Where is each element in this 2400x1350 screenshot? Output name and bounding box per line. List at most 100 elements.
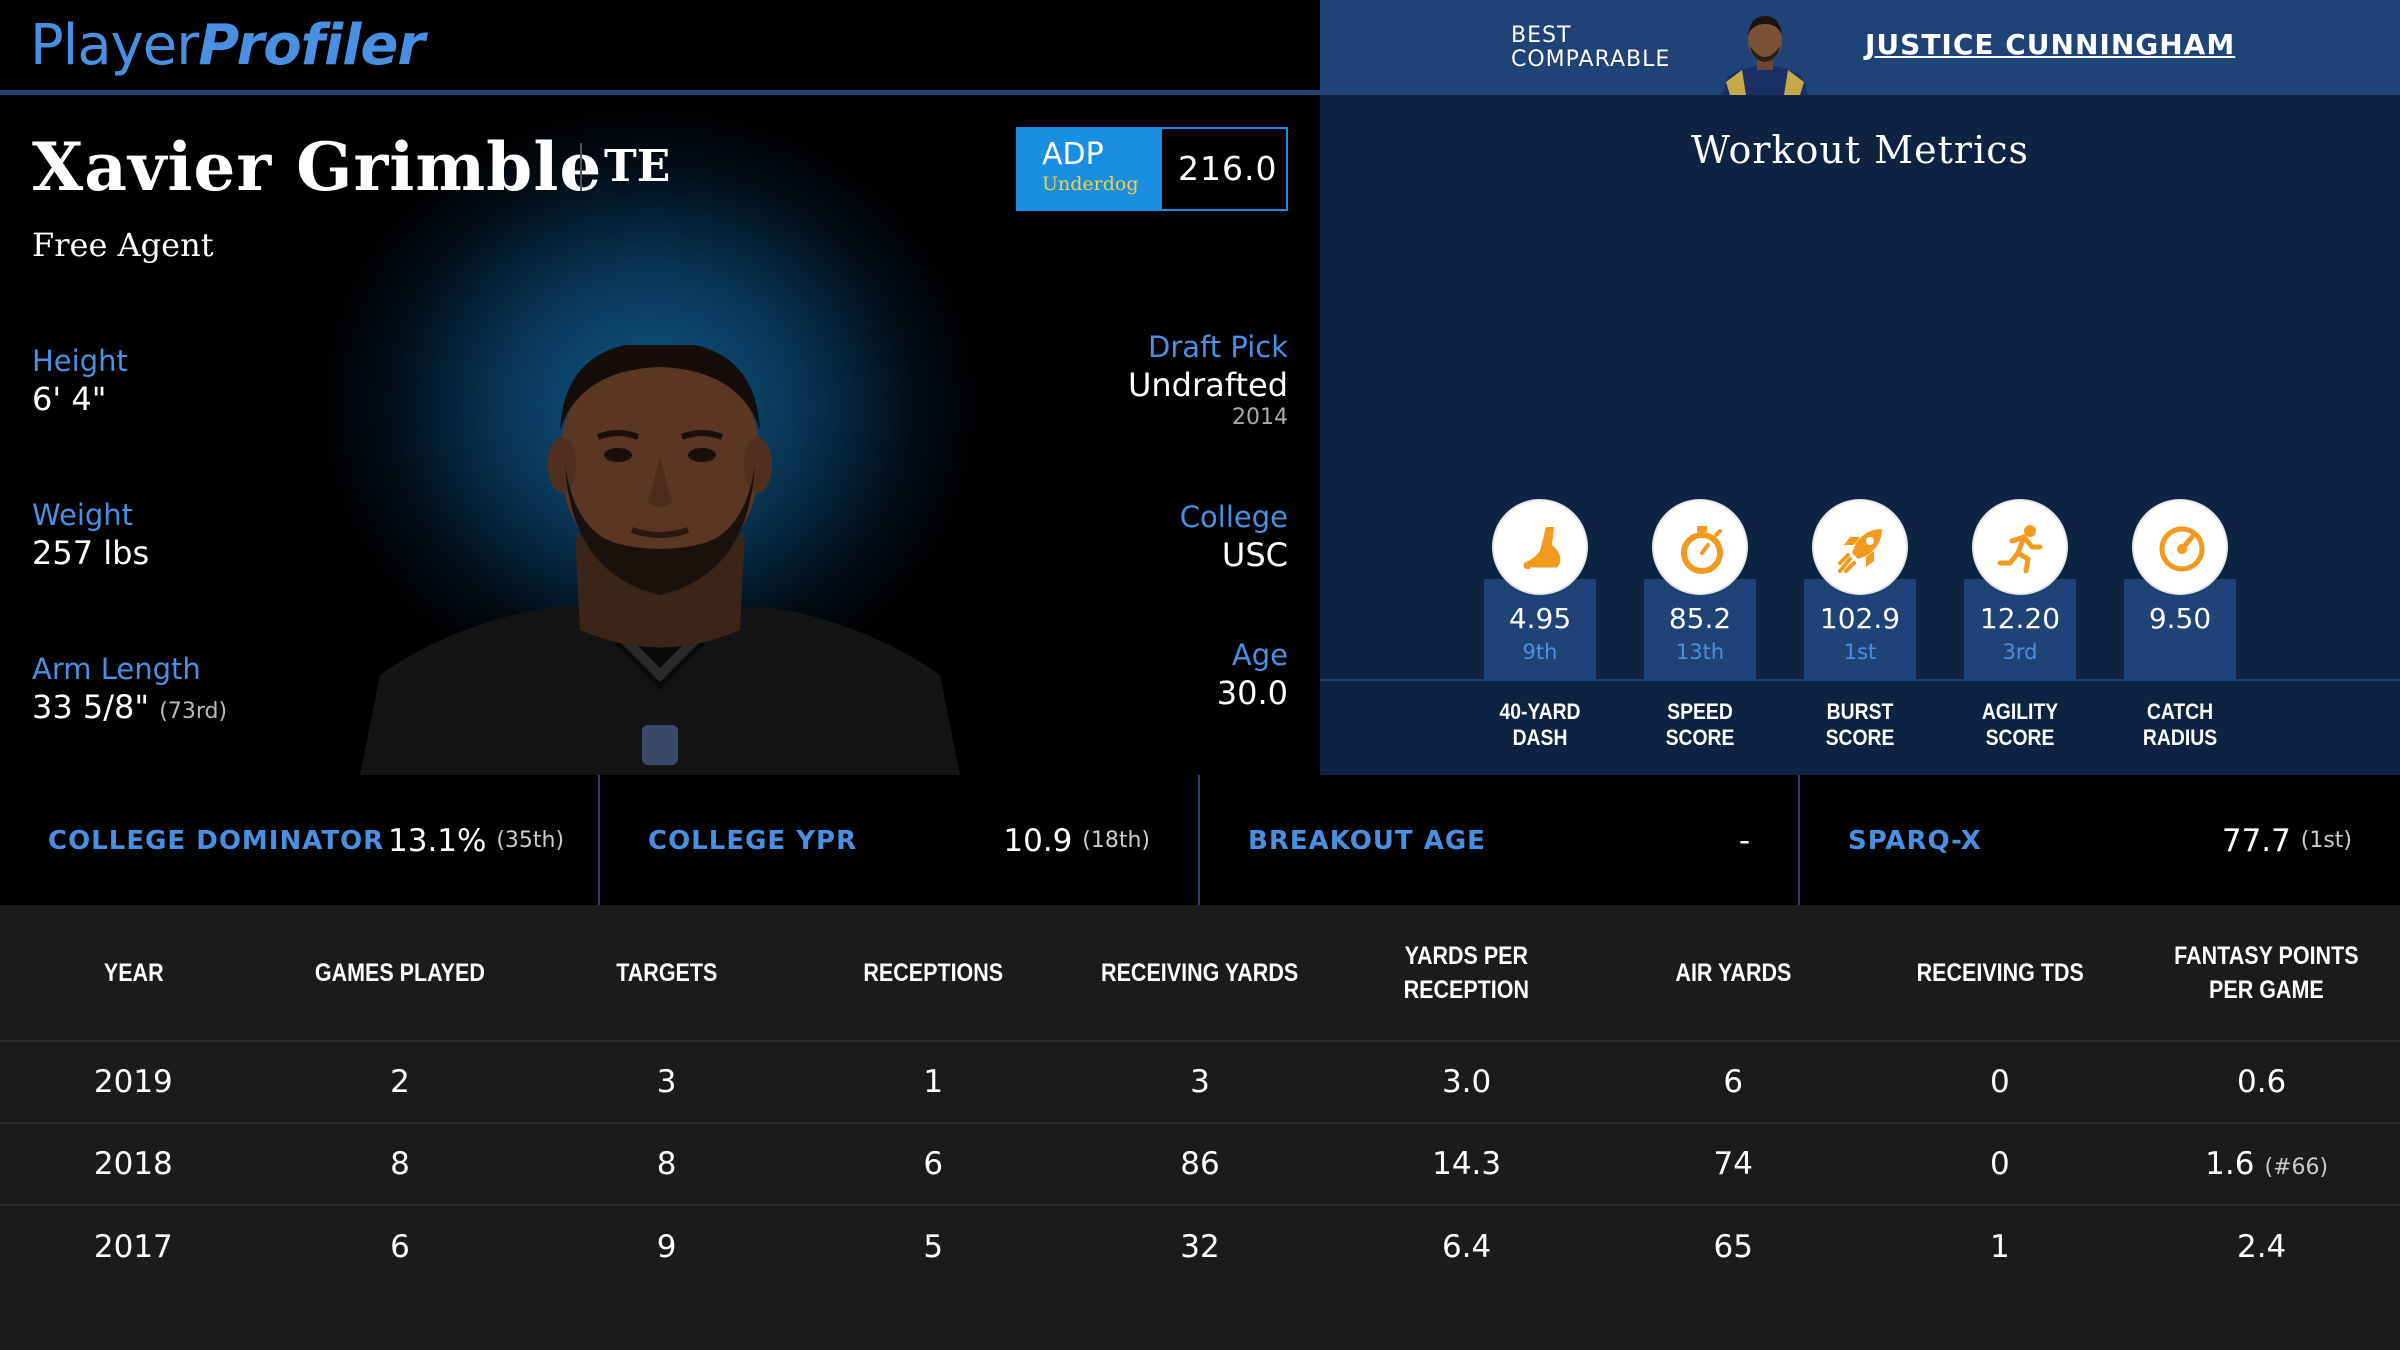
player-profiler-logo[interactable]: PlayerProfiler <box>30 13 425 78</box>
cell-year: 2019 <box>0 1040 267 1123</box>
height-label: Height <box>32 344 128 378</box>
college-dominator-stat[interactable]: COLLEGE DOMINATOR 13.1% (35th) <box>0 775 600 905</box>
metric-value: 9.50 <box>2148 602 2212 635</box>
header-games-played[interactable]: GAMES PLAYED <box>266 905 534 1042</box>
player-card: Xavier Grimble TE Free Agent ADP Underdo… <box>0 95 1320 775</box>
cell-air-yards: 65 <box>1599 1204 1867 1287</box>
draft-pick-value: Undrafted <box>1127 366 1288 404</box>
college-ypr-value: 10.9 <box>1003 823 1073 859</box>
metric-label-line1: BURST <box>1826 699 1894 724</box>
workout-baseline <box>1320 679 2400 681</box>
table-row: 2017 6 9 5 32 6.4 65 1 2.4 <box>0 1204 2400 1287</box>
weight-stat: Weight 257 lbs <box>32 497 149 573</box>
metric-label-line2: SCORE <box>1985 725 2055 750</box>
metric-rank: 9th <box>1522 640 1558 664</box>
metric-icon-circle <box>2132 499 2228 595</box>
college-dominator-value-wrap: 13.1% (35th) <box>388 823 564 859</box>
breakout-age-value: - <box>1738 823 1750 859</box>
arm-length-rank: (73rd) <box>159 699 228 724</box>
metric-label-line2: SCORE <box>1665 725 1735 750</box>
metric-label-line2: DASH <box>1512 725 1568 750</box>
player-position: TE <box>604 141 671 192</box>
cell-year: 2017 <box>0 1204 267 1287</box>
college-stat: College USC <box>1180 499 1288 575</box>
metric-icon-circle <box>1812 499 1908 595</box>
cell-receiving-tds: 0 <box>1866 1040 2134 1123</box>
arm-length-stat: Arm Length 33 5/8" (73rd) <box>32 651 227 732</box>
cell-air-yards: 74 <box>1599 1122 1867 1205</box>
metric-value: 102.9 <box>1819 602 1901 635</box>
cell-receiving-tds: 1 <box>1866 1204 2134 1287</box>
logo-part-1: Player <box>30 13 199 78</box>
cell-yards-per-reception: 6.4 <box>1333 1204 1600 1287</box>
best-comparable-bar: BEST COMPARABLE JUSTICE CUNNINGHAM <box>1320 0 2400 95</box>
header-yards-per-reception[interactable]: YARDS PER RECEPTION <box>1333 905 1600 1042</box>
metric-label-line2: RADIUS <box>2142 725 2218 750</box>
table-row: 2018 8 8 6 86 14.3 74 0 1.6 (#66) <box>0 1122 2400 1205</box>
metric-label: BURST SCORE <box>1784 699 1935 751</box>
breakout-age-stat[interactable]: BREAKOUT AGE - <box>1200 775 1800 905</box>
height-value: 6' 4" <box>32 380 107 418</box>
comparable-player-photo[interactable] <box>1722 10 1808 95</box>
cell-fantasy-points: 1.6 (#66) <box>2133 1122 2400 1205</box>
header-year[interactable]: YEAR <box>0 905 267 1042</box>
cell-receiving-yards: 86 <box>1066 1122 1334 1205</box>
cell-yards-per-reception: 14.3 <box>1333 1122 1600 1205</box>
header-receiving-tds[interactable]: RECEIVING TDS <box>1866 905 2134 1042</box>
metric-label: 40-YARD DASH <box>1464 699 1615 751</box>
college-value[interactable]: USC <box>1221 536 1288 574</box>
best-comparable-link[interactable]: JUSTICE CUNNINGHAM <box>1865 28 2236 61</box>
cell-air-yards: 6 <box>1599 1040 1867 1123</box>
sparq-x-value-wrap: 77.7 (1st) <box>2222 823 2352 859</box>
adp-badge[interactable]: ADP Underdog 216.0 <box>1016 127 1288 211</box>
advanced-stats-row: COLLEGE DOMINATOR 13.1% (35th) COLLEGE Y… <box>0 775 2400 905</box>
cell-receptions: 5 <box>799 1204 1067 1287</box>
stats-table: YEAR GAMES PLAYED TARGETS RECEPTIONS REC… <box>0 905 2400 1287</box>
best-comparable-label-line1: BEST <box>1511 23 1572 48</box>
best-comparable-label-line2: COMPARABLE <box>1511 47 1671 72</box>
best-comparable-label: BEST COMPARABLE <box>1511 24 1670 72</box>
college-dominator-value: 13.1% <box>388 823 487 859</box>
cell-receiving-yards: 32 <box>1066 1204 1334 1287</box>
metric-label: AGILITY SCORE <box>1944 699 2095 751</box>
college-dominator-rank: (35th) <box>496 828 565 853</box>
header-air-yards[interactable]: AIR YARDS <box>1599 905 1867 1042</box>
target-icon <box>2159 526 2205 572</box>
name-position-divider <box>580 143 582 191</box>
sparq-x-value: 77.7 <box>2221 823 2291 859</box>
metric-value: 85.2 <box>1668 602 1732 635</box>
cell-receptions: 6 <box>799 1122 1067 1205</box>
draft-year: 2014 <box>1232 405 1288 430</box>
cell-games-played: 6 <box>266 1204 534 1287</box>
age-label: Age <box>1231 638 1288 672</box>
metric-label-line1: 40-YARD <box>1499 699 1581 724</box>
metric-label-line1: CATCH <box>2146 699 2214 724</box>
cell-receiving-yards: 3 <box>1066 1040 1334 1123</box>
player-name: Xavier Grimble <box>32 128 603 206</box>
cell-receptions: 1 <box>799 1040 1067 1123</box>
header-receptions[interactable]: RECEPTIONS <box>799 905 1067 1042</box>
cell-games-played: 8 <box>266 1122 534 1205</box>
header-fantasy-points-per-game[interactable]: FANTASY POINTS PER GAME <box>2133 905 2400 1042</box>
metric-bar <box>1644 579 1756 679</box>
rocket-icon <box>1838 529 1882 573</box>
college-ypr-rank: (18th) <box>1082 828 1150 853</box>
sparq-x-rank: (1st) <box>2300 828 2352 853</box>
draft-pick-stat: Draft Pick Undrafted 2014 <box>1128 329 1288 431</box>
cell-receiving-tds: 0 <box>1866 1122 2134 1205</box>
metric-bar <box>1484 579 1596 679</box>
cell-games-played: 2 <box>266 1040 534 1123</box>
college-ypr-stat[interactable]: COLLEGE YPR 10.9 (18th) <box>600 775 1200 905</box>
site-header: PlayerProfiler <box>0 0 1320 95</box>
sparq-x-stat[interactable]: SPARQ-X 77.7 (1st) <box>1800 775 2400 905</box>
metric-bar <box>1804 579 1916 679</box>
metric-icon-circle <box>1652 499 1748 595</box>
college-ypr-label: COLLEGE YPR <box>648 826 858 856</box>
college-dominator-label: COLLEGE DOMINATOR <box>48 826 385 856</box>
fantasy-points-value: 1.6 <box>2205 1146 2255 1182</box>
header-receiving-yards[interactable]: RECEIVING YARDS <box>1066 905 1334 1042</box>
header-targets[interactable]: TARGETS <box>533 905 800 1042</box>
weight-label: Weight <box>32 498 134 532</box>
season-stats-table: YEAR GAMES PLAYED TARGETS RECEPTIONS REC… <box>0 905 2400 1350</box>
metric-rank: 1st <box>1843 640 1877 664</box>
